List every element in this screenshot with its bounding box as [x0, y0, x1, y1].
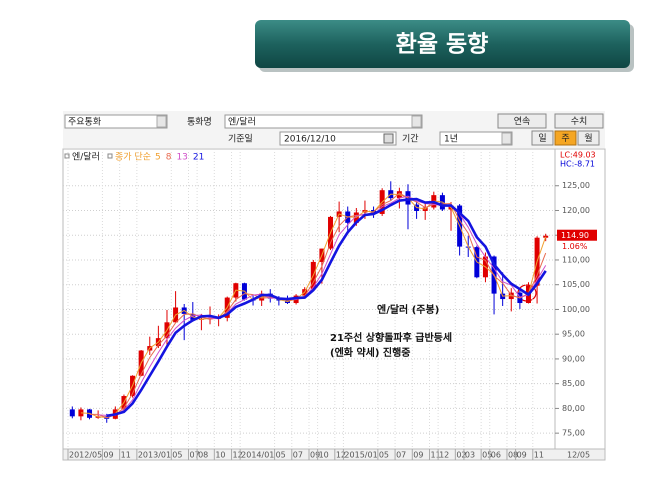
field-label: 기준일: [228, 134, 253, 145]
select-box[interactable]: [439, 131, 513, 146]
legend-entry: 5: [155, 153, 161, 163]
x-tick-label: 11: [534, 451, 544, 460]
legend-icon: [107, 153, 113, 159]
candle-body: [543, 235, 549, 238]
y-tick-label: 80,00: [562, 404, 585, 413]
select-value: 주요통화: [68, 117, 101, 128]
x-axis-strip: [62, 448, 606, 461]
y-tick-label: 110,00: [562, 255, 590, 264]
date-input[interactable]: [279, 131, 397, 146]
annotation: 엔/달러 (주봉): [377, 303, 439, 316]
last-price-label: 114.90: [561, 231, 589, 240]
ma-line: [106, 197, 547, 418]
select-box[interactable]: [224, 114, 423, 129]
ma-line: [98, 195, 547, 416]
button-label: 주: [561, 133, 569, 144]
lc-label: LC:49.03: [560, 151, 596, 160]
x-tick-label: 08: [198, 451, 208, 460]
button[interactable]: [497, 113, 547, 129]
x-tick-label: 05: [276, 451, 286, 460]
x-tick-label: 11: [121, 451, 131, 460]
dropdown-arrow[interactable]: [156, 115, 167, 128]
x-tick-label: 10: [215, 451, 225, 460]
y-tick-label: 100,00: [562, 305, 590, 314]
x-tick-label: 10: [319, 451, 329, 460]
x-tick-label: 2015/01: [344, 451, 377, 460]
x-tick-label: 07: [190, 451, 200, 460]
calendar-icon[interactable]: [383, 133, 394, 144]
select-value: 엔/달러: [228, 116, 256, 128]
dropdown-arrow[interactable]: [411, 115, 422, 128]
x-tick-label: 2013/01: [138, 451, 171, 460]
button-active[interactable]: [554, 130, 577, 146]
annotation: (엔화 약세) 진행중: [330, 346, 411, 359]
legend-title: 엔/달러: [72, 151, 100, 163]
x-tick-label: 2014/01: [241, 451, 274, 460]
x-tick-label: 03: [465, 451, 475, 460]
field-label: 기간: [402, 134, 419, 145]
change-label: 1.06%: [562, 242, 588, 251]
x-tick-label: 05: [379, 451, 389, 460]
x-tick-label: 09: [413, 451, 423, 460]
x-tick-label: 07: [396, 451, 406, 460]
y-tick-label: 85,00: [562, 379, 585, 388]
button[interactable]: [577, 130, 600, 146]
button-label: 수치: [571, 115, 588, 127]
x-tick-label: 09: [310, 451, 320, 460]
x-tick-label: 05: [482, 451, 492, 460]
legend-entry: 8: [166, 153, 172, 163]
ma-line: [80, 193, 547, 418]
button[interactable]: [531, 130, 554, 146]
x-tick-label: 12: [439, 451, 449, 460]
page-title: 환율 동향: [396, 32, 489, 58]
y-axis-panel: [554, 148, 606, 450]
x-tick-label: 2012/05: [69, 451, 102, 460]
field-label: 통화명: [187, 117, 212, 128]
x-tick-label: 12: [336, 451, 346, 460]
x-tick-label: 06: [491, 451, 501, 460]
legend-entry: 21: [193, 153, 204, 163]
hc-label: HC:-8.71: [560, 160, 595, 169]
last-price-tag: [557, 229, 597, 241]
ma-line: [89, 192, 547, 419]
x-tick-label: 12: [233, 451, 243, 460]
x-tick-label: 09: [517, 451, 527, 460]
x-tick-label: 09: [103, 451, 113, 460]
button-label: 일: [538, 133, 546, 144]
candle-body: [69, 409, 75, 417]
button[interactable]: [554, 113, 604, 129]
banner: [255, 20, 630, 68]
button-label: 연속: [514, 116, 531, 127]
legend-entry: 13: [176, 153, 187, 163]
button-label: 월: [584, 132, 592, 144]
dropdown-arrow[interactable]: [501, 132, 512, 145]
x-tick-label: 05: [172, 451, 182, 460]
x-tick-label: 11: [431, 451, 441, 460]
date-value: 2016/12/10: [284, 135, 336, 145]
x-tick-label: 02: [456, 451, 466, 460]
x-tick-label: 08: [508, 451, 518, 460]
y-tick-label: 105,00: [562, 280, 590, 289]
x-tick-label: 07: [293, 451, 303, 460]
legend-label: 종가 단순: [115, 152, 151, 163]
x-end-label: 12/05: [567, 451, 590, 460]
select-box[interactable]: [64, 114, 168, 129]
legend-icon: [64, 153, 70, 159]
y-tick-label: 75,00: [562, 429, 585, 438]
y-tick-label: 125,00: [562, 181, 590, 190]
y-tick-label: 95,00: [562, 330, 585, 339]
y-tick-label: 90,00: [562, 354, 585, 363]
select-value: 1년: [444, 134, 458, 145]
annotation: 21주선 상향돌파후 급반등세: [330, 331, 452, 344]
y-tick-label: 120,00: [562, 206, 590, 215]
